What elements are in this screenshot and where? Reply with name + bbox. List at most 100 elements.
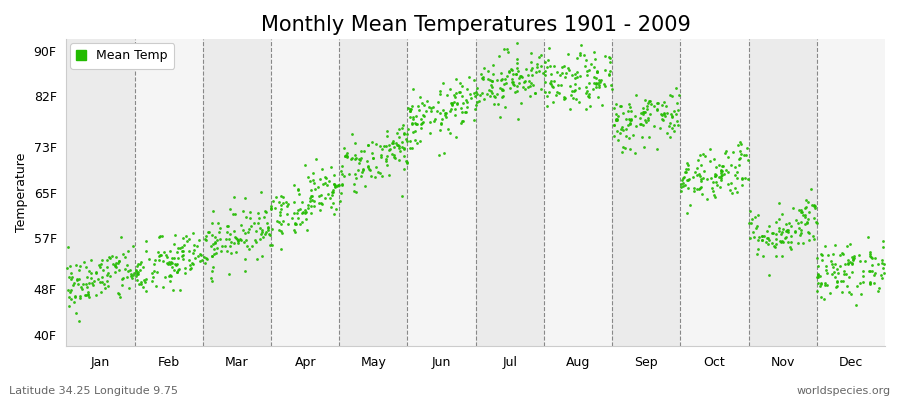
Point xyxy=(170,249,184,255)
Point xyxy=(609,115,624,122)
Point xyxy=(227,228,241,235)
Point xyxy=(481,76,495,82)
Point xyxy=(359,158,374,164)
Point xyxy=(78,264,93,270)
Point xyxy=(334,190,348,196)
Point xyxy=(665,112,680,119)
Point xyxy=(339,150,354,156)
Point xyxy=(387,144,401,150)
Point xyxy=(101,270,115,276)
Point xyxy=(797,204,812,211)
Point xyxy=(400,131,414,138)
Point xyxy=(506,71,520,78)
Point xyxy=(651,100,665,106)
Point xyxy=(274,206,288,212)
Point xyxy=(524,50,538,56)
Point xyxy=(280,211,294,217)
Point xyxy=(171,267,185,274)
Point xyxy=(616,144,631,150)
Point xyxy=(400,136,414,142)
Point xyxy=(71,280,86,287)
Point xyxy=(837,271,851,277)
Point xyxy=(454,104,468,111)
Point xyxy=(369,141,383,147)
Point xyxy=(801,198,815,205)
Point xyxy=(223,243,238,249)
Point xyxy=(351,167,365,174)
Point xyxy=(591,77,606,83)
Point xyxy=(194,257,208,264)
Point xyxy=(641,117,655,123)
Point xyxy=(590,69,604,75)
Point xyxy=(607,122,621,128)
Point xyxy=(135,264,149,270)
Point xyxy=(152,252,166,259)
Point xyxy=(96,281,111,288)
Point xyxy=(80,289,94,295)
Point xyxy=(335,181,349,188)
Point xyxy=(510,83,525,89)
Point xyxy=(745,229,760,236)
Point xyxy=(274,228,289,234)
Point xyxy=(828,242,842,248)
Point xyxy=(214,243,229,250)
Point xyxy=(708,173,723,180)
Point xyxy=(207,240,221,246)
Point xyxy=(692,171,706,177)
Point xyxy=(809,220,824,226)
Bar xyxy=(339,39,408,346)
Point xyxy=(183,262,197,268)
Point xyxy=(674,184,688,190)
Point xyxy=(272,198,286,205)
Point xyxy=(209,250,223,256)
Point xyxy=(775,238,789,244)
Point xyxy=(175,243,189,250)
Point xyxy=(744,220,759,226)
Point xyxy=(169,261,184,268)
Point xyxy=(80,284,94,290)
Point xyxy=(594,77,608,83)
Point xyxy=(221,235,236,242)
Point xyxy=(557,96,572,102)
Point xyxy=(799,204,814,210)
Point xyxy=(89,270,104,276)
Point xyxy=(765,230,779,236)
Point xyxy=(298,207,312,213)
Point xyxy=(811,280,825,286)
Point xyxy=(814,281,828,287)
Point xyxy=(169,269,184,275)
Point xyxy=(527,90,542,96)
Point xyxy=(638,116,652,123)
Point xyxy=(654,111,669,118)
Point xyxy=(549,92,563,99)
Point xyxy=(590,81,604,87)
Point xyxy=(527,89,542,96)
Point xyxy=(563,92,578,98)
Point xyxy=(508,81,522,88)
Point xyxy=(549,88,563,95)
Point xyxy=(194,252,209,258)
Point xyxy=(273,208,287,215)
Point xyxy=(230,240,245,246)
Point xyxy=(206,241,220,248)
Point xyxy=(680,166,695,172)
Point xyxy=(609,100,624,107)
Point xyxy=(163,272,177,278)
Point xyxy=(382,142,396,149)
Bar xyxy=(202,39,271,346)
Point xyxy=(458,109,473,115)
Point xyxy=(311,184,326,190)
Point xyxy=(818,282,832,288)
Point xyxy=(728,185,742,192)
Point xyxy=(306,202,320,209)
Point xyxy=(832,263,847,270)
Point xyxy=(380,162,394,168)
Point xyxy=(569,96,583,103)
Point xyxy=(557,94,572,100)
Point xyxy=(719,148,733,154)
Point xyxy=(590,69,605,75)
Point xyxy=(338,153,353,160)
Point xyxy=(559,70,573,76)
Point xyxy=(255,227,269,233)
Point xyxy=(730,174,744,181)
